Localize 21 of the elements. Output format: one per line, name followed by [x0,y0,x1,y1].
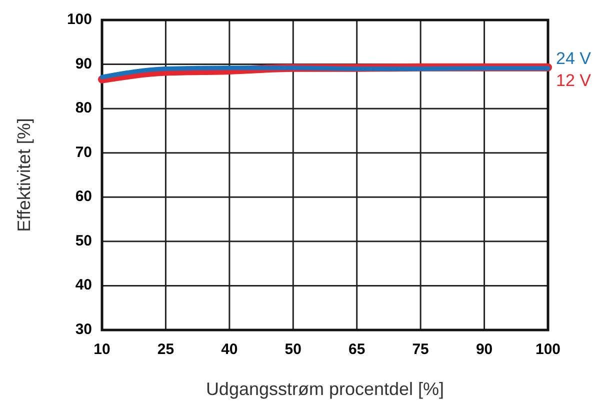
y-tick-label: 50 [75,232,92,250]
y-tick-label: 60 [75,188,92,206]
x-axis-title: Udgangsstrøm procentdel [%] [206,379,444,399]
x-tick-label: 75 [412,341,429,358]
series-label: 12 V [556,70,592,90]
x-tick-label: 50 [284,341,302,358]
x-tick-label: 100 [535,341,561,358]
x-tick-label: 65 [348,341,366,358]
line-series [100,66,550,80]
x-tick-label: 10 [94,341,110,358]
x-tick-label: 40 [221,341,238,358]
y-axis-title: Effektivitet [%] [14,118,34,232]
x-tick-label: 90 [476,341,493,358]
x-tick-label: 25 [157,341,174,358]
y-tick-label: 40 [75,276,92,294]
y-tick-label: 30 [75,320,92,338]
y-tick-label: 70 [75,144,92,161]
y-tick-label: 80 [75,100,92,117]
series-label: 24 V [556,48,592,68]
y-tick-label: 100 [66,10,92,28]
y-tick-label: 90 [75,55,92,72]
